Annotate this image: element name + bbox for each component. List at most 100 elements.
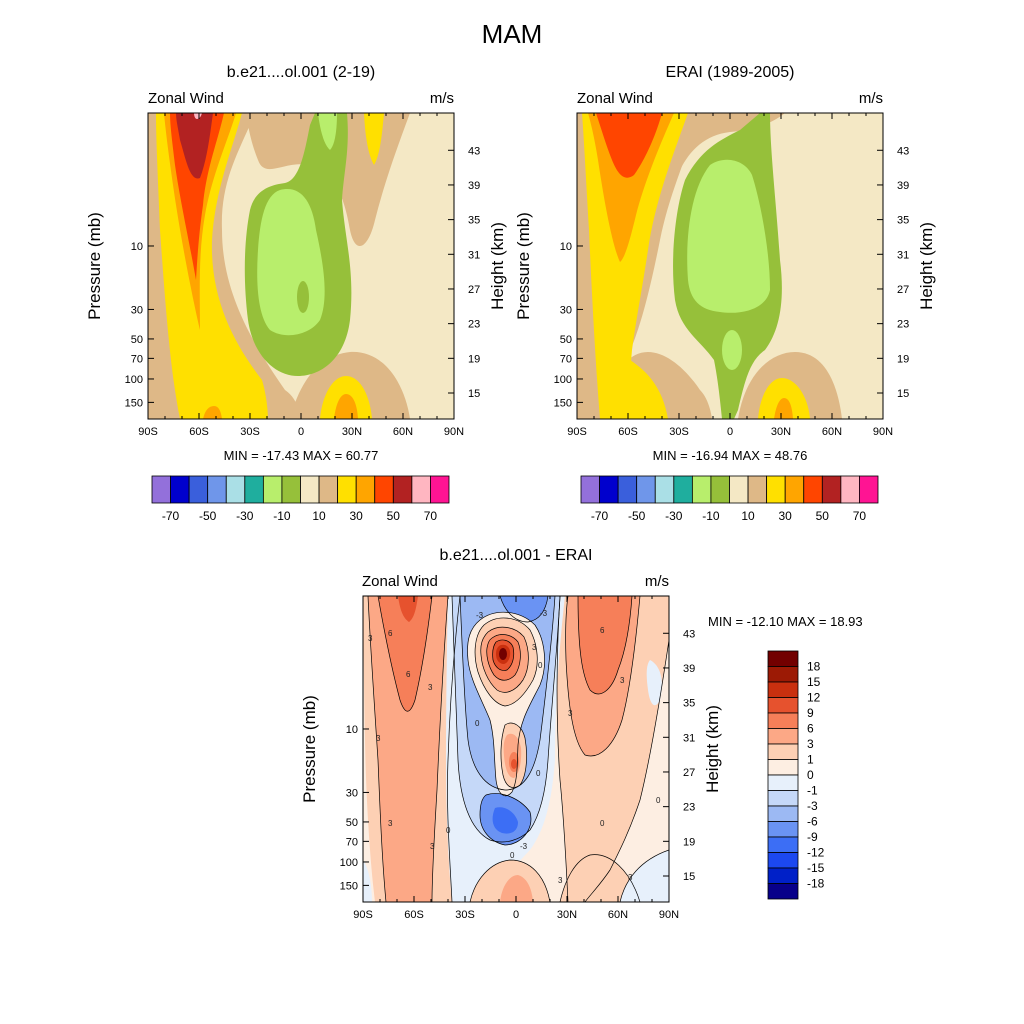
colorbar-swatch	[170, 475, 190, 504]
contour-label: 6	[388, 629, 393, 638]
contour-line	[479, 793, 532, 846]
x-tick-label: 60N	[608, 909, 628, 921]
y-tick-label: 50	[346, 817, 358, 829]
y2-tick-label: 27	[683, 767, 695, 779]
x-tick-label: 90S	[567, 426, 587, 438]
contour-line	[367, 596, 387, 902]
contour-line	[499, 596, 549, 623]
min-max-readout: MIN = -17.43 MAX = 60.77	[224, 448, 379, 463]
colorbar-swatch	[767, 805, 799, 822]
colorbar-swatch	[767, 712, 799, 729]
x-tick-label: 90N	[444, 426, 464, 438]
colorbar-swatch	[337, 475, 357, 504]
y2-axis-label: Height (km)	[917, 222, 936, 310]
contour-lines	[367, 596, 669, 902]
y-tick-label: 100	[125, 374, 143, 386]
fill-band-30	[630, 360, 668, 419]
axes: 90S 60S 30S 0 30N 60N 90N 10 30 50 70 100 150 43 39 35 3…	[554, 113, 909, 438]
y-axis-label: Pressure (mb)	[514, 212, 533, 320]
x-tick-label: 30S	[240, 426, 260, 438]
y-tick-label: 10	[560, 241, 572, 253]
min-max-readout: MIN = -16.94 MAX = 48.76	[653, 448, 808, 463]
contour-line	[619, 849, 669, 902]
page-title: MAM	[482, 19, 543, 49]
colorbar-swatch	[673, 475, 693, 504]
x-tick-label: 0	[513, 909, 519, 921]
y-tick-label: 70	[346, 836, 358, 848]
contour-line	[480, 626, 529, 693]
x-tick-label: 30N	[557, 909, 577, 921]
x-tick-label: 90N	[659, 909, 679, 921]
y2-tick-label: 43	[683, 628, 695, 640]
x-tick-label: 60N	[822, 426, 842, 438]
contour-line	[577, 596, 633, 695]
contour-label: 3	[368, 634, 373, 643]
fill-band-3-6	[578, 596, 632, 694]
contour-line	[492, 639, 515, 671]
colorbar-label: -10	[273, 509, 291, 523]
contour-label: 3	[532, 643, 537, 652]
y2-tick-label: 27	[468, 284, 480, 296]
colorbar-swatch	[355, 475, 376, 504]
panel-title: b.e21....ol.001 (2-19)	[227, 64, 376, 81]
colorbar-swatch	[766, 475, 786, 504]
fill-band-3-6	[368, 596, 448, 902]
x-tick-label: 30S	[455, 909, 475, 921]
contour-label: 3	[628, 873, 633, 882]
y2-tick-label: 15	[683, 871, 695, 883]
contour-line	[556, 596, 569, 902]
fill-band-70	[194, 113, 202, 119]
panel-model: b.e21....ol.001 (2-19) Zonal Wind m/s 90…	[85, 64, 507, 523]
contour-line	[459, 596, 556, 791]
colorbar-label: 18	[807, 660, 821, 674]
contour-line	[447, 596, 461, 902]
fill-band-40	[774, 398, 793, 419]
contour-line	[584, 639, 669, 902]
colorbar-swatch	[151, 475, 171, 504]
colorbar-swatch	[767, 666, 799, 683]
y2-tick-label: 27	[897, 284, 909, 296]
y-tick-label: 30	[560, 304, 572, 316]
colorbar-label: -50	[628, 509, 646, 523]
contour-label: 0	[446, 826, 451, 835]
y2-axis-label: Height (km)	[703, 705, 722, 793]
panel-difference: b.e21....ol.001 - ERAI Zonal Wind m/s	[300, 547, 863, 921]
y-tick-label: 50	[560, 334, 572, 346]
y2-tick-label: 23	[683, 802, 695, 814]
colorbar-label: 0	[807, 768, 814, 782]
colorbar-swatch	[767, 852, 799, 869]
colorbar-label: -30	[236, 509, 254, 523]
contour-label: 3	[568, 709, 573, 718]
panel-units-label: m/s	[645, 573, 669, 590]
colorbar-swatch	[225, 475, 246, 504]
y2-tick-label: 19	[683, 836, 695, 848]
contour-fill	[148, 113, 454, 419]
colorbar-swatch	[710, 475, 730, 504]
colorbar-swatch	[767, 650, 799, 667]
x-tick-label: 30S	[669, 426, 689, 438]
colorbar-label: 30	[779, 509, 793, 523]
contour-label: 6	[600, 626, 605, 635]
fill-band-9-12	[398, 596, 418, 622]
y-tick-label: 10	[346, 724, 358, 736]
colorbar-label: 10	[741, 509, 755, 523]
y2-tick-label: 15	[468, 388, 480, 400]
x-tick-label: 60S	[189, 426, 209, 438]
colorbar-label: -10	[702, 509, 720, 523]
y-tick-label: 150	[125, 397, 143, 409]
fill-band-minus-1-0	[620, 850, 669, 902]
y2-tick-label: 23	[468, 319, 480, 331]
x-tick-label: 60N	[393, 426, 413, 438]
y2-tick-label: 39	[897, 180, 909, 192]
contour-label: 3	[388, 819, 393, 828]
fill-band-50	[596, 113, 662, 178]
x-tick-label: 30N	[342, 426, 362, 438]
colorbar-label: -18	[807, 877, 825, 891]
colorbar-swatch	[821, 475, 842, 504]
colorbar-swatch	[411, 475, 431, 504]
colorbar-swatch	[318, 475, 339, 504]
y-tick-label: 10	[131, 241, 143, 253]
colorbar-label: 70	[853, 509, 867, 523]
colorbar: -70 -50 -30 -10 10 30 50 70	[580, 475, 879, 523]
